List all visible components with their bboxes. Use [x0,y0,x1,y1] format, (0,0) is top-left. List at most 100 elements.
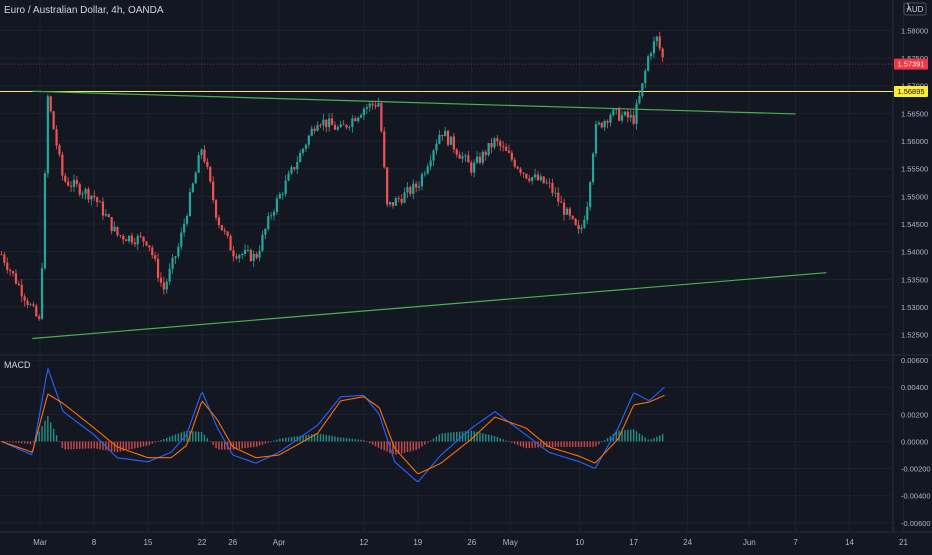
macd-histogram-bar [342,437,345,442]
candle-body [267,216,270,229]
macd-histogram-bar [505,440,507,442]
candle-body [81,193,84,195]
macd-histogram-bar [337,436,339,442]
candle-body [539,176,542,181]
macd-histogram-bar [238,441,240,449]
macd-histogram-bar [490,435,493,442]
candle-body [113,226,116,232]
candle-body [597,122,600,125]
currency-badge-label: AUD [907,5,924,14]
macd-histogram-bar [247,441,249,448]
candle-body [217,217,221,226]
price-tick-label: 1.58000 [901,26,928,35]
candle-body [409,187,412,194]
macd-histogram-bar [108,441,110,451]
macd-histogram-bar [168,436,171,442]
macd-histogram-bar [450,432,452,442]
candle-body [275,198,279,212]
candle-body [554,192,557,194]
candle-body [330,118,334,126]
candle-body [29,304,32,306]
candle-body [226,231,229,236]
macd-histogram-bar [186,430,188,442]
candle-body [568,208,571,216]
macd-histogram-bar [328,435,330,442]
candle-body [325,119,328,128]
macd-histogram-bar [583,441,586,447]
macd-histogram-bar [334,436,336,442]
macd-histogram-bar [415,441,417,450]
candle-body [415,183,418,188]
hline-price-tag: 1.56895 [894,86,928,98]
price-axis[interactable]: 1.580001.575001.570001.565001.560001.555… [901,26,928,339]
macd-histogram-bar [554,441,557,447]
macd-histogram-bar [499,438,501,442]
time-tick-label: 7 [793,538,798,547]
candle-body [270,215,273,217]
macd-histogram-bar [276,439,278,442]
candle-body [473,162,476,173]
macd-histogram-bar [218,441,220,450]
macd-tick-label: -0.00400 [901,492,931,501]
macd-histogram-bar [38,431,40,442]
macd-histogram-bar [467,430,470,442]
candle-body [162,282,165,290]
macd-histogram-bar [659,435,661,442]
macd-histogram-bar [398,441,400,455]
candle-body [368,103,371,108]
macd-axis[interactable]: 0.00600 0.00400 0.00200 0.00000 -0.00200 -0.0… [901,356,931,528]
macd-histogram-bar [64,441,66,450]
candle-body [380,103,383,132]
macd-histogram-bar [299,435,301,442]
candle-body [371,103,374,106]
candle-body [9,269,12,272]
candle-body [467,155,470,163]
macd-histogram-bar [253,441,255,448]
macd-histogram-bar [174,434,177,442]
signal-line [1,393,665,475]
macd-histogram-bar [603,440,606,442]
macd-histogram-bar [125,441,127,451]
macd-histogram-bar [348,438,351,442]
macd-histogram-bar [110,441,113,452]
macd-histogram-bar [270,441,272,443]
macd-histogram-bar [93,441,95,449]
macd-histogram-bar [142,441,145,447]
macd-histogram-bar [511,441,513,443]
candle-body [38,316,41,319]
currency-badge[interactable] [903,2,927,16]
macd-histogram-bar [284,437,287,442]
macd-histogram-bar [601,441,603,443]
macd-histogram-bar [166,437,168,442]
candle-body [542,176,545,184]
macd-histogram-bar [624,430,626,442]
candle-body [406,187,409,193]
symbol-title: Euro / Australian Dollar, 4h, OANDA [4,5,164,16]
macd-histogram-bar [206,438,209,442]
macd-histogram-bar [224,441,226,450]
candle-body [435,143,438,151]
macd-histogram-bar [261,441,264,445]
macd-histogram-bar [250,441,252,448]
macd-histogram-bar [279,438,281,442]
time-axis[interactable]: Mar 8 15 22 26 Apr 12 19 26 May 10 17 24 Jun 7 14 21 [33,538,908,547]
candle-body [3,254,6,263]
candle-body [629,115,632,118]
candle-body [49,96,52,112]
trendlines[interactable] [0,63,893,340]
upper-trendline[interactable] [32,90,796,115]
candle-body [594,124,598,154]
candle-body [533,174,537,178]
price-tick-label: 1.57500 [901,54,928,63]
macd-histogram-bar [656,436,658,442]
candle-body [362,108,366,116]
candle-body [522,172,525,174]
candle-body [441,134,444,137]
lower-trendline[interactable] [32,272,827,340]
macd-histogram-bar [502,439,504,442]
macd-histogram-bar [569,441,571,447]
candle-body [212,181,215,201]
candle-body [455,149,458,155]
